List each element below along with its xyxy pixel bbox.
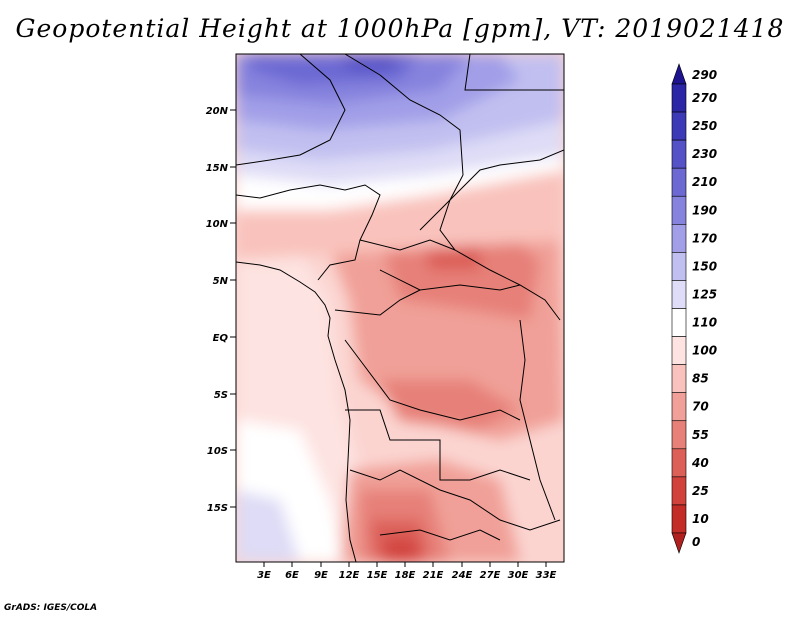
colorbar-swatch	[671, 195, 687, 225]
lat-label: 5N	[213, 276, 229, 287]
lon-tick: 18E	[395, 562, 416, 581]
lat-tick: 15S	[207, 503, 236, 514]
colorbar-swatch	[671, 532, 687, 554]
colorbar-swatch	[671, 63, 687, 85]
lon-tick: 6E	[285, 562, 299, 581]
lat-tick: 5S	[214, 390, 236, 401]
colorbar-label: 150	[692, 259, 717, 273]
colorbar-swatch	[671, 83, 687, 113]
colorbar-label: 190	[692, 203, 717, 217]
colorbar-swatch	[671, 448, 687, 478]
colorbar-label: 250	[692, 119, 717, 133]
colorbar-swatch	[671, 308, 687, 337]
colorbar-swatch	[671, 252, 687, 281]
colorbar-label: 10	[692, 512, 709, 526]
lat-label: 15S	[207, 503, 228, 514]
lat-tick: 10S	[207, 446, 236, 457]
colorbar-swatch	[671, 476, 687, 506]
lat-tick: 10N	[206, 219, 236, 230]
map-frame	[235, 53, 565, 563]
colorbar-swatch	[671, 364, 687, 393]
lon-tick: 12E	[339, 562, 360, 581]
colorbar-label: 210	[692, 175, 717, 189]
colorbar-label: 25	[692, 484, 709, 498]
lon-tick: 9E	[314, 562, 328, 581]
lat-tick: 20N	[206, 106, 236, 117]
lon-tick: 24E	[452, 562, 473, 581]
colorbar-label: 170	[692, 231, 717, 245]
colorbar-label: 230	[692, 147, 717, 161]
lon-label: 3E	[257, 570, 271, 581]
lon-label: 18E	[395, 570, 416, 581]
lon-tick: 33E	[536, 562, 557, 581]
lon-label: 27E	[480, 570, 501, 581]
lat-label: 10S	[207, 446, 228, 457]
colorbar-swatch	[671, 392, 687, 422]
colorbar-label: 270	[692, 91, 717, 105]
lon-tick: 21E	[423, 562, 444, 581]
colorbar-label: 85	[692, 372, 709, 386]
colorbar: 2902702502302101901701501251101008570554…	[671, 63, 717, 554]
colorbar-label: 40	[691, 456, 709, 470]
chart-title: Geopotential Height at 1000hPa [gpm], VT…	[15, 14, 785, 43]
lat-label: 20N	[206, 106, 229, 117]
latitude-axis: 20N 15N 10N 5N EQ 5S 10S 15S	[206, 106, 236, 514]
colorbar-label: 55	[692, 428, 709, 442]
lon-label: 24E	[452, 570, 473, 581]
lon-label: 9E	[314, 570, 328, 581]
lon-tick: 30E	[508, 562, 529, 581]
lat-tick: 15N	[206, 163, 236, 174]
colorbar-swatch	[671, 280, 687, 309]
lon-label: 12E	[339, 570, 360, 581]
colorbar-swatch	[671, 420, 687, 450]
lon-label: 15E	[367, 570, 388, 581]
lon-label: 30E	[508, 570, 529, 581]
colorbar-swatch	[671, 224, 687, 253]
lon-tick: 15E	[367, 562, 388, 581]
colorbar-label: 70	[692, 400, 709, 414]
lon-label: 33E	[536, 570, 557, 581]
lon-label: 6E	[285, 570, 299, 581]
lat-label: 10N	[206, 219, 229, 230]
lon-tick: 27E	[480, 562, 501, 581]
colorbar-swatch	[671, 504, 687, 534]
lon-tick: 3E	[257, 562, 271, 581]
colorbar-label: 125	[692, 287, 717, 301]
colorbar-swatch	[671, 111, 687, 141]
credit-label: GrADS: IGES/COLA	[4, 603, 98, 613]
colorbar-swatch	[671, 139, 687, 169]
colorbar-swatch	[671, 167, 687, 197]
country-borders	[236, 54, 564, 562]
lat-label: 15N	[206, 163, 229, 174]
colorbar-label: 0	[692, 535, 700, 549]
lat-label: EQ	[213, 333, 229, 344]
colorbar-label: 290	[692, 68, 717, 82]
lat-tick: 5N	[213, 276, 236, 287]
lon-label: 21E	[423, 570, 444, 581]
lat-tick: EQ	[213, 333, 236, 344]
colorbar-swatch	[671, 336, 687, 365]
colorbar-label: 110	[692, 316, 717, 330]
contour-field	[236, 54, 564, 562]
lat-label: 5S	[214, 390, 228, 401]
longitude-axis: 3E 6E 9E 12E 15E 18E 21E 24E 27E 30E 33E	[257, 562, 557, 581]
colorbar-label: 100	[692, 344, 717, 358]
